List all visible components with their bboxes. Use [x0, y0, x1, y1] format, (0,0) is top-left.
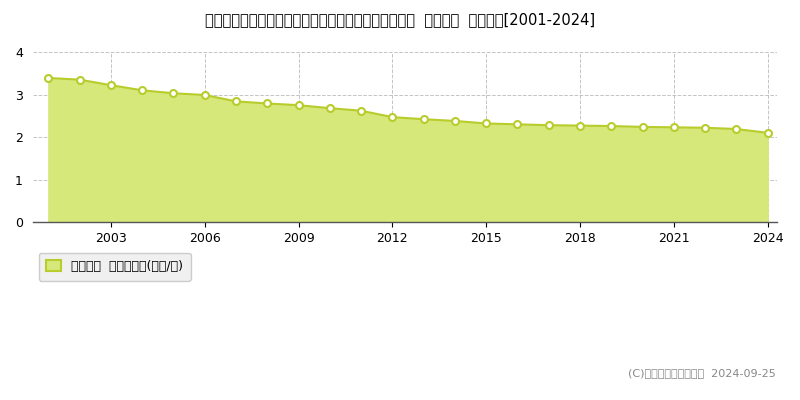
Text: 福島県東白川郡鮫川村大字赤坂中野字道少田１８番１  基準地価  地価推移[2001-2024]: 福島県東白川郡鮫川村大字赤坂中野字道少田１８番１ 基準地価 地価推移[2001-…	[205, 12, 595, 27]
Legend: 基準地価  平均坪単価(万円/坪): 基準地価 平均坪単価(万円/坪)	[39, 253, 191, 281]
Text: (C)土地価格ドットコム  2024-09-25: (C)土地価格ドットコム 2024-09-25	[628, 368, 776, 378]
